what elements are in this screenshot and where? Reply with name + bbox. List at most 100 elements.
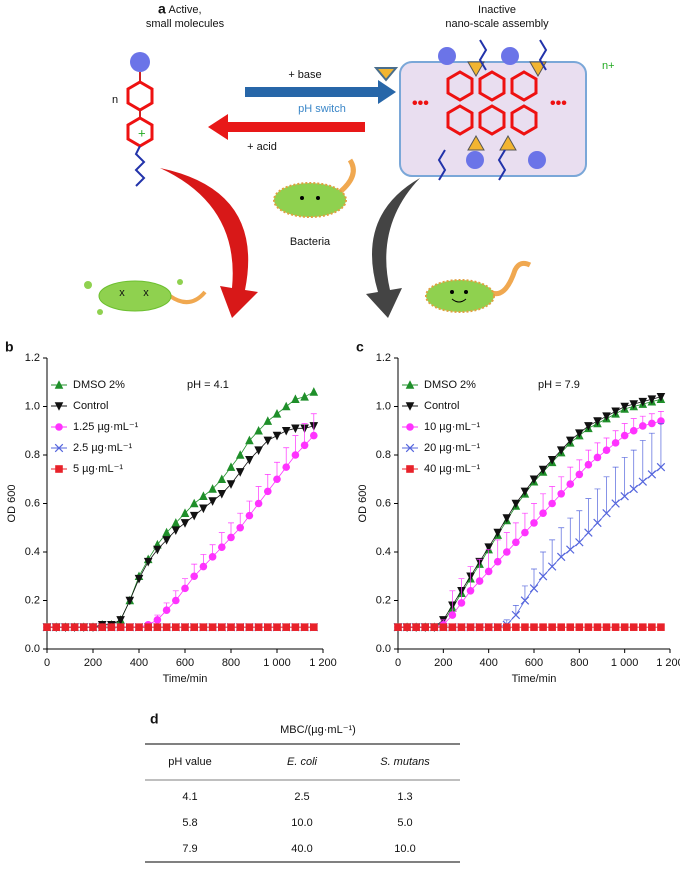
debris <box>97 309 103 315</box>
marker <box>263 436 273 446</box>
error-bar <box>567 517 574 550</box>
error-bar <box>558 527 565 557</box>
x-tick-label: 800 <box>570 657 588 669</box>
marker <box>565 436 575 446</box>
table-cell: 10.0 <box>394 843 415 855</box>
series-line <box>398 398 662 628</box>
marker <box>281 426 291 436</box>
column-header: E. coli <box>287 756 318 768</box>
marker <box>648 623 656 631</box>
error-bar <box>648 432 655 475</box>
legend-label: 20 µg·mL⁻¹ <box>424 442 480 454</box>
acid-arrow <box>208 114 365 140</box>
marker <box>475 577 484 585</box>
marker <box>180 519 190 528</box>
marker <box>300 441 309 450</box>
marker <box>162 606 171 614</box>
marker <box>557 490 565 498</box>
marker <box>647 470 657 479</box>
marker <box>629 623 638 631</box>
kill-arrow <box>160 168 258 318</box>
marker <box>520 487 530 497</box>
marker <box>638 477 648 486</box>
marker <box>208 497 217 506</box>
error-bar <box>449 590 456 616</box>
annotation: pH = 4.1 <box>187 379 229 391</box>
marker <box>52 623 60 631</box>
marker <box>226 462 236 471</box>
marker <box>291 623 300 631</box>
panel-label: a <box>158 1 166 17</box>
marker <box>421 623 429 631</box>
triangle <box>467 134 485 151</box>
head-ball <box>528 151 546 169</box>
marker <box>656 393 666 402</box>
marker <box>235 468 245 477</box>
marker <box>153 616 162 624</box>
x-tick-label: 800 <box>222 657 240 669</box>
marker <box>493 528 503 538</box>
marker <box>575 623 584 631</box>
plus: + <box>138 125 146 140</box>
marker <box>135 623 143 631</box>
legend-marker <box>405 402 415 411</box>
chain <box>497 149 507 181</box>
legend-marker <box>406 423 414 431</box>
marker <box>172 623 180 631</box>
marker <box>263 416 273 425</box>
error-bar <box>549 539 556 567</box>
debris <box>177 279 183 285</box>
marker <box>620 492 629 501</box>
marker <box>309 387 319 396</box>
legend-marker <box>55 465 63 473</box>
marker <box>611 439 620 447</box>
legend-marker <box>405 380 415 389</box>
head-ball <box>501 47 519 65</box>
error-bar <box>630 449 637 489</box>
error-bar <box>621 457 628 497</box>
marker <box>70 623 79 631</box>
error-bar <box>612 466 619 504</box>
marker <box>181 584 189 593</box>
legend-marker <box>406 465 414 473</box>
switch-text: pH switch <box>298 103 346 115</box>
marker <box>512 538 520 547</box>
y-tick-label: 0.4 <box>25 546 40 558</box>
marker <box>208 484 217 493</box>
chain <box>538 39 548 71</box>
y-axis-label: OD 600 <box>6 485 18 523</box>
marker <box>227 623 235 631</box>
marker <box>281 401 291 411</box>
marker <box>620 402 629 412</box>
marker <box>502 514 512 523</box>
flagellum <box>338 158 356 194</box>
marker <box>566 623 575 631</box>
marker <box>107 623 116 631</box>
marker <box>43 623 51 631</box>
marker <box>639 422 647 430</box>
series-line <box>398 466 662 628</box>
marker <box>620 623 629 631</box>
marker <box>412 623 420 631</box>
marker <box>245 435 254 445</box>
marker <box>521 623 529 631</box>
marker <box>403 623 411 631</box>
marker <box>310 623 318 631</box>
marker <box>171 518 181 527</box>
marker <box>254 446 263 455</box>
chain <box>437 149 447 181</box>
marker <box>602 623 611 631</box>
marker <box>235 450 245 459</box>
y-tick-label: 0.4 <box>376 546 391 558</box>
column-header: pH value <box>168 756 211 768</box>
x-tick-label: 0 <box>395 657 401 669</box>
table-cell: 40.0 <box>291 843 312 855</box>
marker <box>291 451 300 459</box>
marker <box>547 456 557 465</box>
marker <box>475 623 484 631</box>
marker <box>226 480 236 489</box>
schematic: a Active, small molecules Inactive nano-… <box>84 1 615 318</box>
marker <box>190 572 198 581</box>
marker <box>557 623 565 631</box>
marker <box>217 474 227 484</box>
